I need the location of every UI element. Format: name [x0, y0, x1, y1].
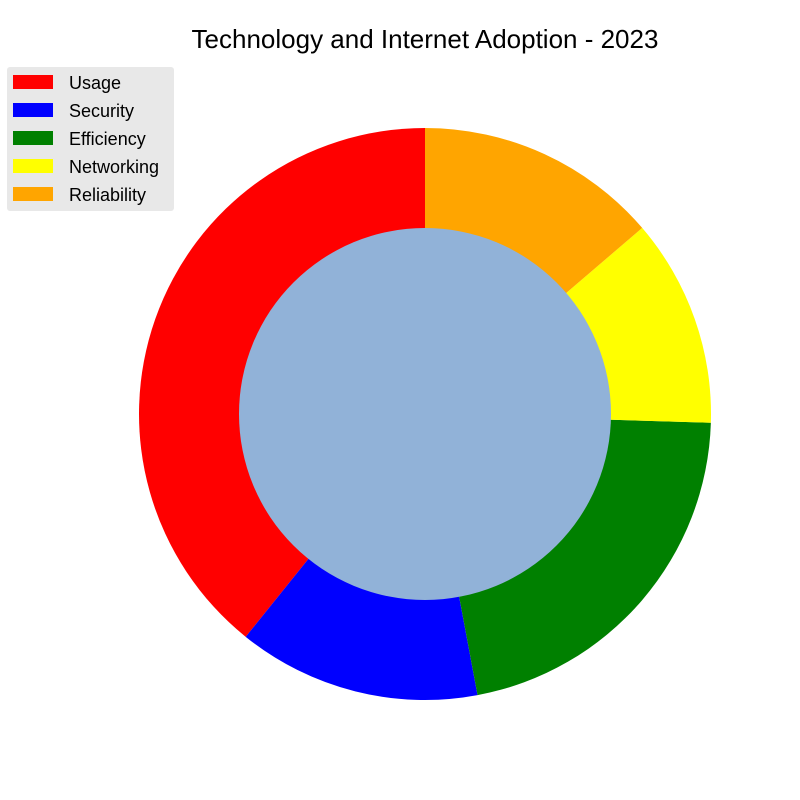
legend-label-efficiency: Efficiency: [69, 129, 146, 149]
legend-label-networking: Networking: [69, 157, 159, 177]
legend-swatch-efficiency: [13, 131, 53, 145]
chart-title: Technology and Internet Adoption - 2023: [192, 24, 659, 54]
legend-swatch-security: [13, 103, 53, 117]
legend-label-usage: Usage: [69, 73, 121, 93]
legend-swatch-usage: [13, 75, 53, 89]
legend-swatch-reliability: [13, 187, 53, 201]
donut-center: [239, 228, 611, 600]
legend-label-security: Security: [69, 101, 134, 121]
legend-label-reliability: Reliability: [69, 185, 146, 205]
legend: Usage Security Efficiency Networking Reliabi…: [7, 67, 174, 211]
legend-swatch-networking: [13, 159, 53, 173]
